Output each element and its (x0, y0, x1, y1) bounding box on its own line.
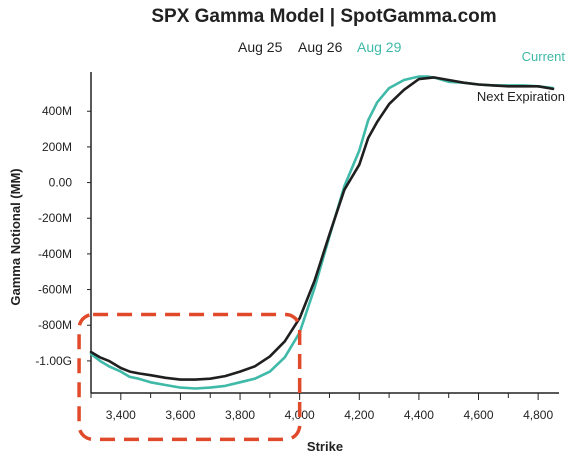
axes (90, 72, 559, 394)
y-axis-ticks: 400M 200M 0.00 -200M -400M -600M -800M -1.00G (35, 104, 91, 368)
x-tick-label: 4,800 (523, 408, 553, 422)
highlight-box (77, 312, 302, 442)
legend-item-aug-25[interactable]: Aug 25 (238, 39, 283, 55)
x-tick-label: 4,200 (344, 408, 374, 422)
x-tick-label: 4,400 (404, 408, 434, 422)
x-tick-label: 4,600 (464, 408, 494, 422)
chart-title: SPX Gamma Model | SpotGamma.com (151, 6, 496, 27)
series-label-current: Current (522, 49, 566, 64)
series-label-next-expiration: Next Expiration (477, 89, 565, 104)
y-tick-label: -800M (38, 318, 72, 332)
x-axis-title: Strike (307, 439, 343, 454)
legend: Aug 25 Aug 26 Aug 29 (238, 39, 402, 55)
x-tick-label: 3,800 (225, 408, 255, 422)
y-axis-title: Gamma Notional (MM) (8, 168, 23, 305)
y-tick-label: -1.00G (35, 354, 72, 368)
legend-item-aug-29[interactable]: Aug 29 (357, 39, 402, 55)
series-line-next-expiration[interactable] (89, 76, 555, 381)
y-tick-label: 0.00 (49, 176, 73, 190)
highlight-annotation (77, 312, 302, 442)
y-tick-label: -400M (38, 247, 72, 261)
series-line-current[interactable] (89, 75, 555, 390)
x-tick-label: 3,600 (165, 408, 195, 422)
x-tick-label: 3,400 (106, 408, 136, 422)
legend-item-aug-26[interactable]: Aug 26 (298, 39, 343, 55)
y-tick-label: 200M (42, 140, 72, 154)
y-tick-label: -600M (38, 283, 72, 297)
series-lines (89, 75, 555, 390)
y-tick-label: 400M (42, 104, 72, 118)
y-tick-label: -200M (38, 211, 72, 225)
x-axis-ticks: 3,400 3,600 3,800 4,000 4,200 4,400 4,600 4,800 (90, 393, 553, 422)
